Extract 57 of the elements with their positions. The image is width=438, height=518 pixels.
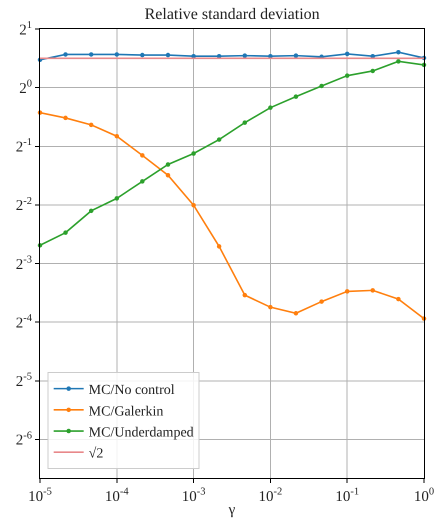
y-tick-label: 2$^{-5}$	[16, 372, 32, 390]
point	[114, 196, 120, 201]
x-tick-label: 10$^{-1}$	[335, 486, 360, 505]
legend-label: MC/Underdamped	[88, 425, 194, 440]
point	[370, 288, 375, 293]
legend-label: MC/Galerkin	[88, 404, 164, 420]
point	[191, 151, 196, 156]
y-tick-label: 2$^{-2}$	[16, 196, 32, 214]
point	[370, 68, 375, 74]
y-tick-label: 2$^{0}$	[19, 78, 32, 97]
y-tick-label: 2$^{-1}$	[16, 137, 32, 156]
point	[166, 52, 170, 58]
point	[140, 52, 145, 58]
x-tick-label: 10$^{-4}$	[104, 486, 130, 505]
point	[344, 73, 350, 78]
legend-label: MC/No control	[88, 383, 175, 398]
point	[294, 311, 298, 316]
point	[396, 50, 401, 54]
y-tick-label: 2$^{-6}$	[16, 430, 32, 449]
point	[242, 53, 248, 58]
point	[88, 52, 94, 57]
point	[114, 134, 120, 138]
point	[294, 94, 298, 99]
point	[344, 52, 350, 56]
point	[319, 84, 324, 88]
point	[242, 120, 248, 125]
point	[88, 208, 94, 214]
point	[166, 162, 170, 167]
point	[63, 116, 68, 120]
y-tick-label: 2$^{-4}$	[16, 313, 33, 332]
point	[319, 299, 324, 304]
point	[216, 137, 222, 142]
point	[114, 52, 120, 57]
point	[268, 304, 273, 310]
x-tick-label: 10$^{-3}$	[182, 486, 206, 505]
point	[140, 179, 145, 184]
legend-label: √2	[88, 446, 104, 462]
point	[140, 153, 145, 158]
chart-title: Relative standard deviation	[144, 6, 320, 23]
point	[88, 122, 94, 128]
point	[294, 53, 298, 58]
point	[166, 172, 170, 178]
y-tick-label: 2$^{-3}$	[16, 254, 32, 273]
x-tick-label: 10$^{-5}$	[28, 486, 52, 505]
point	[396, 59, 401, 64]
x-tick-label: 10$^{-2}$	[258, 486, 282, 505]
point	[268, 105, 273, 110]
x-tick-label: 10$^{0}$	[414, 486, 434, 505]
point	[344, 289, 350, 294]
point	[216, 244, 222, 249]
point	[191, 202, 196, 208]
point	[242, 292, 248, 298]
y-tick-label: 2$^{1}$	[19, 20, 32, 38]
point	[63, 230, 68, 235]
point	[396, 296, 401, 302]
point	[63, 52, 68, 57]
x-axis-title: γ	[228, 502, 236, 518]
